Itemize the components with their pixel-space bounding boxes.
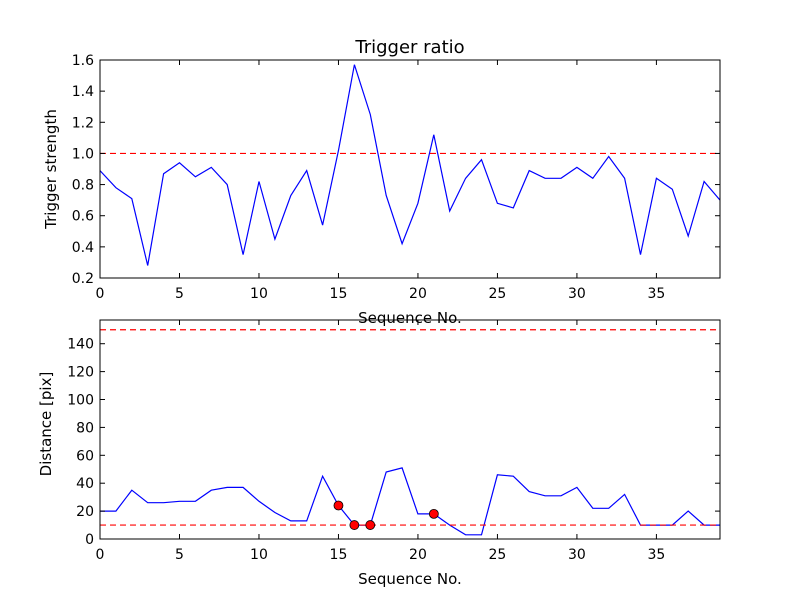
- top-x-tick-label: 35: [647, 286, 665, 302]
- top-y-tick-label: 1.4: [72, 84, 94, 100]
- top-y-tick-label: 0.8: [72, 178, 94, 194]
- bottom-x-tick-label: 0: [96, 547, 105, 563]
- bottom-marker-point: [365, 520, 376, 530]
- bottom-y-tick-label: 80: [76, 420, 94, 436]
- bottom-series-line: [100, 467, 720, 536]
- bottom-x-tick-label: 30: [568, 547, 586, 563]
- bottom-y-axis-label: Distance [pix]: [37, 372, 55, 477]
- top-y-tick-label: 1.2: [72, 115, 94, 131]
- top-y-tick-label: 0.2: [72, 271, 94, 287]
- bottom-x-tick-label: 25: [489, 547, 507, 563]
- bottom-y-tick-label: 0: [85, 532, 94, 548]
- bottom-marker-point: [333, 500, 344, 511]
- bottom-y-tick-label: 40: [76, 476, 94, 492]
- top-x-axis-label: Sequence No.: [358, 309, 462, 327]
- bottom-x-tick-label: 15: [330, 547, 348, 563]
- top-axes-frame: [99, 59, 721, 279]
- bottom-y-tick-label: 20: [76, 504, 94, 520]
- top-y-tick-label: 1.0: [72, 146, 94, 162]
- top-y-axis-label: Trigger strength: [42, 109, 60, 230]
- bottom-y-tick-label: 140: [67, 337, 94, 353]
- top-y-tick-label: 0.4: [72, 240, 94, 256]
- top-x-tick-label: 5: [175, 286, 184, 302]
- bottom-x-tick-label: 35: [647, 547, 665, 563]
- chart-title: Trigger ratio: [354, 37, 464, 58]
- bottom-x-tick-label: 20: [409, 547, 427, 563]
- bottom-plot-area: 0 5 10 15 20 25 30 35 0 20 40 60 80 100 120 140: [67, 319, 721, 563]
- bottom-x-tick-label: 5: [175, 547, 184, 563]
- bottom-y-tick-label: 60: [76, 448, 94, 464]
- bottom-axes-frame: [99, 319, 721, 540]
- top-x-tick-label: 0: [96, 286, 105, 302]
- top-x-tick-label: 10: [250, 286, 268, 302]
- top-x-tick-label: 15: [330, 286, 348, 302]
- bottom-x-axis-label: Sequence No.: [358, 570, 462, 588]
- bottom-x-tick-label: 10: [250, 547, 268, 563]
- bottom-marker-point: [349, 520, 360, 530]
- bottom-y-tick-label: 100: [67, 393, 94, 409]
- top-y-tick-label: 0.6: [72, 209, 94, 225]
- top-x-tick-label: 20: [409, 286, 427, 302]
- top-y-tick-label: 1.6: [72, 53, 94, 69]
- bottom-y-tick-label: 120: [67, 365, 94, 381]
- top-plot-area: 0 5 10 15 20 25 30 35 0.2 0.4 0.6 0.8 1.0 1.2 1.4 1.6: [72, 53, 721, 302]
- bottom-marker-point: [428, 508, 439, 519]
- top-x-tick-label: 25: [489, 286, 507, 302]
- top-x-tick-label: 30: [568, 286, 586, 302]
- top-series-line: [99, 64, 721, 266]
